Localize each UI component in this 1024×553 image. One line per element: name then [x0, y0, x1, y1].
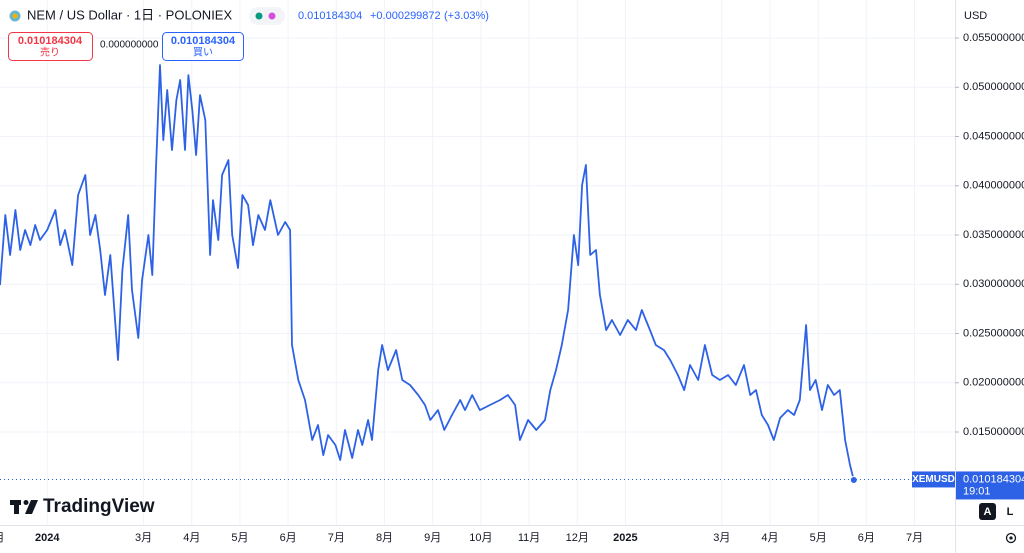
- market-open-dot: [255, 12, 263, 20]
- settings-button-center: [1009, 536, 1013, 540]
- spread: 0.000000000: [100, 40, 159, 51]
- x-tick-label: 11月: [518, 532, 540, 544]
- logo-shape: [23, 500, 29, 505]
- y-tick-label: 0.020000000: [963, 377, 1024, 389]
- sell-button[interactable]: [8, 32, 93, 61]
- x-tick-label: 12月: [566, 532, 589, 544]
- last-price-tag: [956, 471, 1024, 500]
- header-change-percent: (+3.03%): [444, 10, 489, 22]
- auto-scale-label: A: [984, 506, 992, 518]
- x-tick-label: 9月: [424, 532, 441, 544]
- header-price: 0.010184304: [298, 10, 362, 22]
- y-tick-label: 0.025000000: [963, 327, 1024, 339]
- x-tick-label: 6月: [280, 532, 297, 544]
- x-tick-label: 3月: [135, 532, 152, 544]
- sell-price: 0.010184304: [18, 35, 83, 47]
- currency-label: USD: [964, 10, 987, 22]
- x-tick-label: 3月: [713, 532, 730, 544]
- y-tick-label: 0.040000000: [963, 180, 1024, 192]
- x-tick-label: 5月: [231, 532, 248, 544]
- x-tick-label: 10月: [469, 532, 492, 544]
- settings-button[interactable]: [1005, 532, 1017, 544]
- buy-label: 買い: [193, 47, 213, 59]
- brand-name: TradingView: [43, 496, 155, 517]
- logo-shape: [25, 500, 38, 514]
- logo-shape: [14, 500, 19, 514]
- y-tick-label: 0.045000000: [963, 130, 1024, 142]
- x-tick-label: 4月: [761, 532, 778, 544]
- brand-logo: TradingView: [10, 496, 155, 517]
- x-tick-label: 2024: [35, 532, 60, 544]
- x-tick-label: 月: [0, 532, 5, 544]
- plot-area: [0, 64, 955, 484]
- coin-icon-inner: [12, 13, 18, 19]
- grid: [0, 0, 955, 525]
- buy-price: 0.010184304: [171, 35, 236, 47]
- x-tick-label: 7月: [906, 532, 923, 544]
- countdown-label: 19:01: [963, 485, 991, 497]
- price-line: [0, 64, 855, 481]
- status-pill[interactable]: [249, 7, 285, 25]
- log-scale-label[interactable]: L: [1007, 506, 1014, 518]
- x-tick-label: 5月: [810, 532, 827, 544]
- data-source-icon: [268, 12, 276, 20]
- last-price-label: 0.010184304: [963, 473, 1024, 485]
- y-tick-label: 0.035000000: [963, 229, 1024, 241]
- y-tick-label: 0.015000000: [963, 426, 1024, 438]
- last-point: [849, 475, 858, 484]
- x-tick-label: 2025: [613, 532, 637, 544]
- x-tick-label: 7月: [328, 532, 345, 544]
- x-tick-label: 4月: [183, 532, 200, 544]
- y-tick-label: 0.030000000: [963, 278, 1024, 290]
- y-tick-label: 0.055000000: [963, 32, 1024, 44]
- header-change: +0.000299872: [370, 10, 441, 22]
- sell-label: 売り: [40, 46, 60, 59]
- buy-button[interactable]: [162, 32, 244, 61]
- symbol-title: NEM / US Dollar · 1日 · POLONIEX: [27, 7, 232, 22]
- header: NEM / US Dollar · 1日 · POLONIEX 0.010184…: [8, 7, 489, 61]
- auto-scale-button[interactable]: [979, 503, 996, 520]
- y-tick-label: 0.050000000: [963, 81, 1024, 93]
- symbol-tag: [912, 471, 955, 488]
- x-tick-label: 8月: [376, 532, 393, 544]
- symbol-tag-label: XEMUSD: [912, 474, 955, 485]
- axes: 0.015000000 0.020000000 0.025000000 0.03000…: [0, 32, 1024, 544]
- x-tick-label: 6月: [858, 532, 875, 544]
